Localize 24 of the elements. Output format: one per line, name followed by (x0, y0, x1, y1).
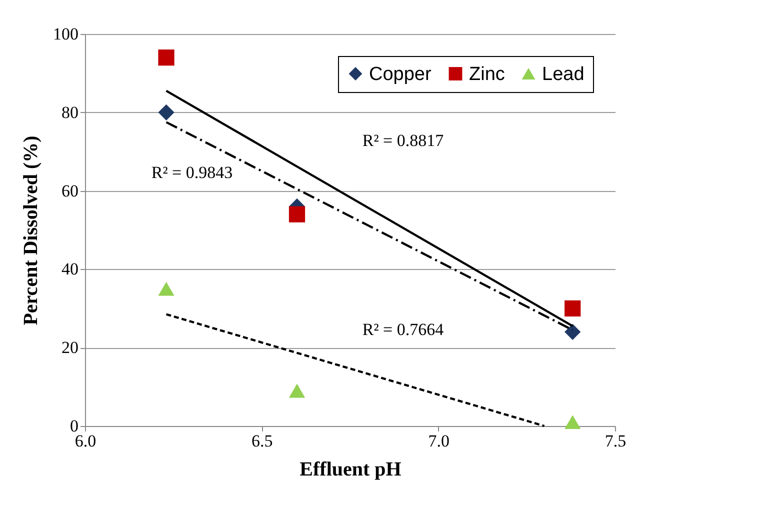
point (158, 104, 174, 120)
legend-label: Lead (542, 64, 584, 85)
y-tick-label: 80 (62, 102, 78, 122)
x-tick-label: 7.0 (428, 432, 450, 450)
legend-label: Zinc (469, 64, 505, 85)
point (564, 415, 581, 430)
y-tick-label: 20 (62, 338, 78, 358)
x-tick-label: 6.5 (252, 432, 273, 450)
legend-label: Copper (369, 64, 432, 85)
annotation: R² = 0.8817 (362, 131, 444, 150)
point (564, 300, 581, 316)
annotation: R² = 0.7664 (362, 320, 444, 339)
annotation: R² = 0.9843 (151, 163, 233, 182)
point (158, 49, 174, 66)
y-tick-label: 60 (62, 181, 78, 200)
y-axis-title: Percent Dissolved (%) (20, 136, 42, 326)
x-axis-title: Effluent pH (300, 458, 402, 480)
y-tick-label: 40 (62, 260, 78, 279)
point (564, 324, 581, 340)
point (158, 282, 174, 296)
point (288, 384, 306, 398)
y-tick-label: 100 (53, 24, 78, 44)
point (288, 206, 306, 222)
x-tick-label: 7.5 (604, 432, 626, 450)
